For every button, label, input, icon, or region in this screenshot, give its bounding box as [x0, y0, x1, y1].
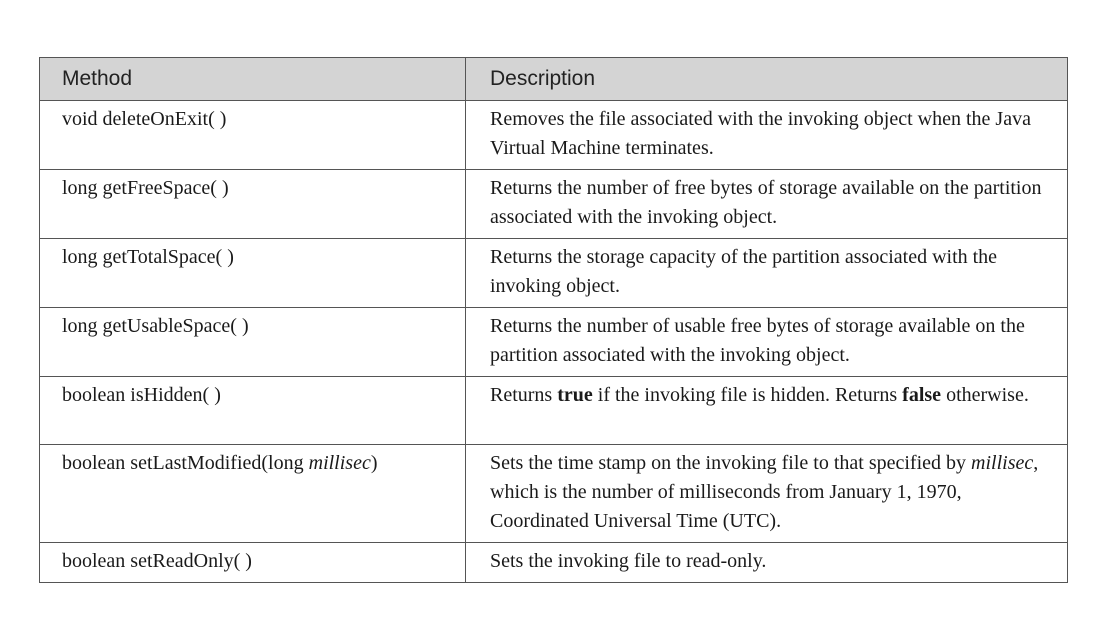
parameter-millisec: millisec [309, 452, 371, 474]
description-text: otherwise. [941, 384, 1029, 406]
method-cell: long getUsableSpace( ) [40, 308, 466, 377]
description-column-header: Description [466, 58, 1068, 101]
table-row: boolean setReadOnly( ) Sets the invoking… [40, 543, 1068, 583]
method-cell: boolean isHidden( ) [40, 377, 466, 445]
method-cell: boolean setLastModified(long millisec) [40, 445, 466, 543]
method-cell: boolean setReadOnly( ) [40, 543, 466, 583]
file-methods-table-container: Method Description void deleteOnExit( ) … [39, 57, 1067, 583]
keyword-false: false [902, 384, 941, 406]
method-text: ) [371, 452, 378, 474]
method-cell: long getFreeSpace( ) [40, 170, 466, 239]
description-cell: Returns the number of free bytes of stor… [466, 170, 1068, 239]
keyword-true: true [557, 384, 593, 406]
description-cell: Sets the time stamp on the invoking file… [466, 445, 1068, 543]
method-column-header: Method [40, 58, 466, 101]
description-cell: Sets the invoking file to read-only. [466, 543, 1068, 583]
method-cell: long getTotalSpace( ) [40, 239, 466, 308]
description-text: if the invoking file is hidden. Returns [593, 384, 902, 406]
table-header-row: Method Description [40, 58, 1068, 101]
description-cell: Removes the file associated with the inv… [466, 101, 1068, 170]
table-row: long getUsableSpace( ) Returns the numbe… [40, 308, 1068, 377]
table-row: long getFreeSpace( ) Returns the number … [40, 170, 1068, 239]
description-text: Returns [490, 384, 557, 406]
table-row: void deleteOnExit( ) Removes the file as… [40, 101, 1068, 170]
table-row: long getTotalSpace( ) Returns the storag… [40, 239, 1068, 308]
description-text: Sets the time stamp on the invoking file… [490, 452, 971, 474]
file-methods-table: Method Description void deleteOnExit( ) … [39, 57, 1068, 583]
parameter-millisec: millisec [971, 452, 1033, 474]
method-cell: void deleteOnExit( ) [40, 101, 466, 170]
table-row: boolean setLastModified(long millisec) S… [40, 445, 1068, 543]
method-text: boolean setLastModified(long [62, 452, 309, 474]
description-cell: Returns the storage capacity of the part… [466, 239, 1068, 308]
description-cell: Returns true if the invoking file is hid… [466, 377, 1068, 445]
description-cell: Returns the number of usable free bytes … [466, 308, 1068, 377]
table-row: boolean isHidden( ) Returns true if the … [40, 377, 1068, 445]
